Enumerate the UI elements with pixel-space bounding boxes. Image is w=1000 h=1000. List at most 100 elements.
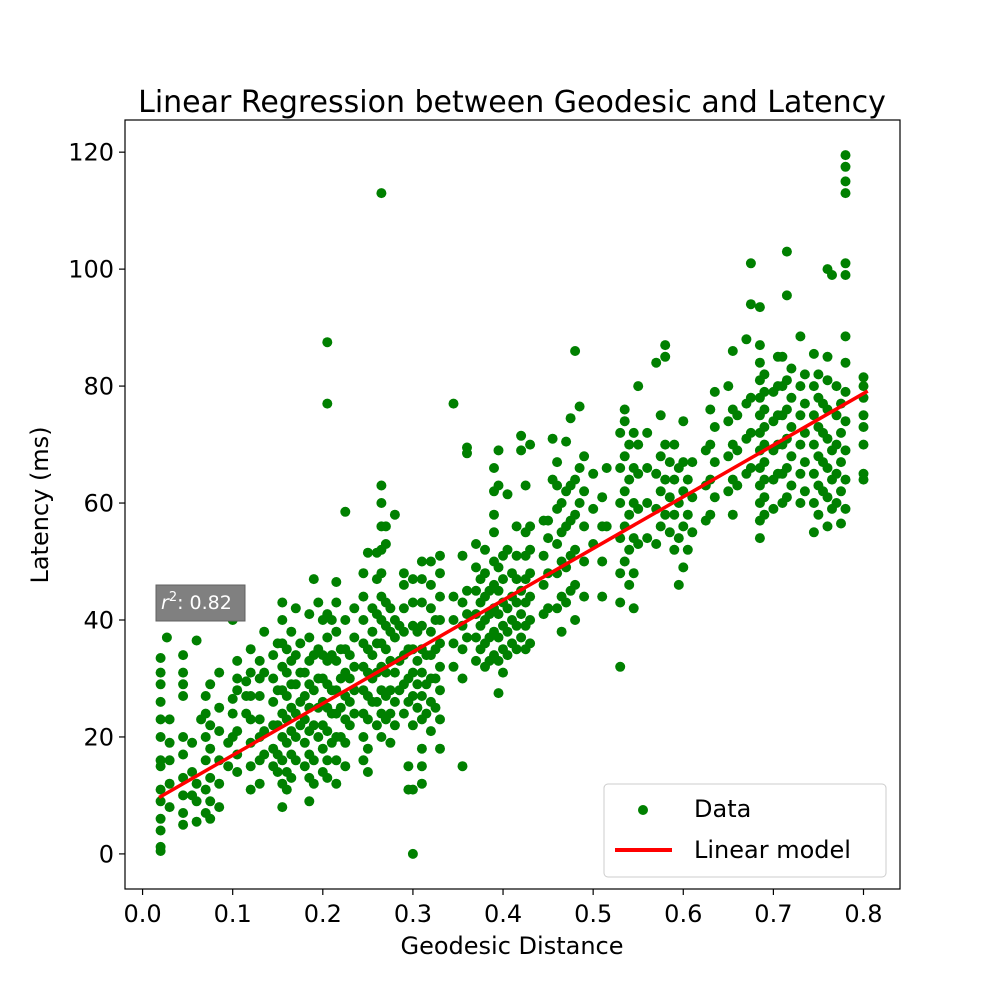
data-point <box>425 556 436 567</box>
data-point <box>759 474 770 485</box>
data-point <box>840 445 851 456</box>
data-point <box>493 609 504 620</box>
data-point <box>579 556 590 567</box>
y-tick-label: 120 <box>68 139 114 167</box>
data-point <box>430 702 441 713</box>
data-point <box>543 603 554 614</box>
data-point <box>277 615 288 625</box>
data-point <box>254 655 265 666</box>
data-point <box>457 597 468 608</box>
data-point <box>840 331 851 342</box>
data-point <box>407 691 418 701</box>
data-point <box>308 778 319 789</box>
data-point <box>705 439 716 450</box>
data-point <box>673 533 684 544</box>
data-point <box>840 474 851 485</box>
data-point <box>349 708 360 719</box>
data-point <box>511 620 522 631</box>
data-point <box>525 615 536 625</box>
data-point <box>471 562 481 573</box>
data-point <box>344 696 355 707</box>
x-tick-label: 0.7 <box>754 900 792 928</box>
data-point <box>164 778 175 789</box>
data-point <box>781 375 792 386</box>
data-point <box>655 486 666 497</box>
data-point <box>754 302 765 313</box>
data-point <box>633 503 644 514</box>
legend-box <box>603 783 887 878</box>
data-point <box>781 404 792 415</box>
data-point <box>493 480 504 491</box>
data-point <box>205 772 216 783</box>
data-point <box>493 562 504 573</box>
data-point <box>331 626 342 637</box>
data-point <box>425 579 436 590</box>
y-tick-label: 60 <box>83 490 114 518</box>
data-point <box>781 463 792 473</box>
data-point <box>502 489 513 500</box>
legend: Data Linear model <box>603 783 887 878</box>
data-point <box>155 813 166 824</box>
data-point <box>178 819 189 830</box>
data-point <box>435 591 445 602</box>
data-point <box>619 451 630 462</box>
data-point <box>191 816 202 827</box>
data-point <box>380 539 391 549</box>
data-point <box>799 486 810 497</box>
data-point <box>489 509 499 520</box>
data-point <box>840 416 851 427</box>
data-point <box>471 539 481 549</box>
data-point <box>705 509 716 520</box>
data-point <box>448 615 459 625</box>
data-point <box>254 778 265 789</box>
data-point <box>642 427 653 438</box>
data-point <box>389 667 400 678</box>
data-point <box>462 585 472 596</box>
data-point <box>416 597 427 608</box>
data-point <box>389 632 400 643</box>
data-point <box>349 603 360 614</box>
data-point <box>214 726 225 737</box>
data-point <box>326 615 337 625</box>
data-point <box>371 720 382 731</box>
data-point <box>687 457 698 468</box>
annotation-box <box>155 584 246 622</box>
data-point <box>552 457 563 468</box>
data-point <box>430 673 441 684</box>
data-point <box>299 691 310 701</box>
data-point <box>290 755 301 766</box>
data-point <box>205 720 216 731</box>
data-point <box>398 708 409 719</box>
data-point <box>385 708 396 719</box>
data-point <box>570 579 581 590</box>
data-point <box>615 661 626 672</box>
data-point <box>435 638 445 649</box>
data-point <box>669 509 680 520</box>
data-point <box>389 696 400 707</box>
data-point <box>407 720 418 731</box>
data-point <box>831 439 842 450</box>
data-point <box>669 474 680 485</box>
data-point <box>349 632 360 643</box>
data-point <box>254 691 265 701</box>
data-point <box>520 480 531 491</box>
data-point <box>799 398 810 409</box>
data-point <box>322 755 333 766</box>
data-point <box>178 679 189 690</box>
scatter-series <box>155 150 869 859</box>
data-point <box>709 457 720 468</box>
data-point <box>425 626 436 637</box>
data-point <box>178 650 189 661</box>
data-point <box>795 439 806 450</box>
data-point <box>362 767 373 777</box>
data-point <box>331 655 342 666</box>
data-point <box>759 509 770 520</box>
data-point <box>619 416 630 427</box>
data-point <box>831 498 842 508</box>
data-point <box>808 348 819 359</box>
data-point <box>385 685 396 696</box>
data-point <box>299 737 310 748</box>
data-point <box>241 676 252 687</box>
data-point <box>304 632 315 643</box>
data-point <box>281 784 292 795</box>
